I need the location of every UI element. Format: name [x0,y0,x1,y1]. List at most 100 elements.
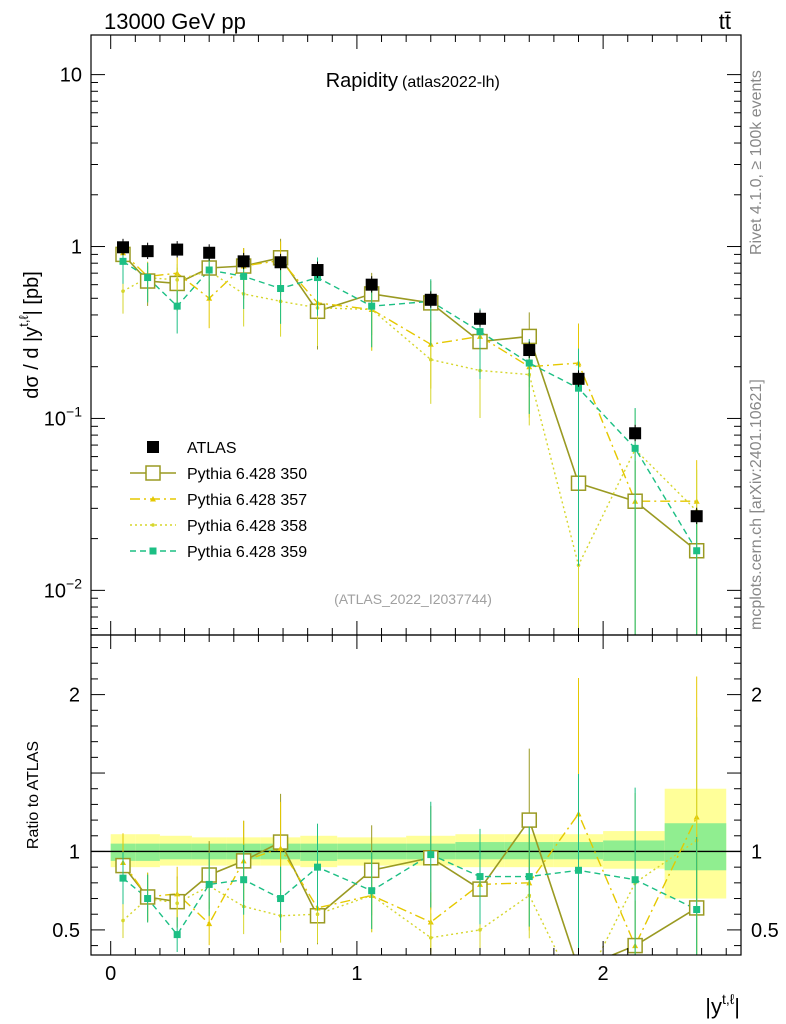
x-tick-label: 2 [598,963,609,985]
mc-point-pythia-6-428-358 [121,289,125,293]
x-tick-label: 0 [105,963,116,985]
atlas-data-point [523,344,536,357]
series-line-pythia-6-428-359 [122,260,698,552]
x-axis-label: |yt,ℓ| [705,991,740,1019]
atlas-data-point [572,372,585,385]
atlas-data-point [474,312,487,325]
atlas-data-point [274,256,287,269]
header-energy-label: 13000 GeV pp [104,9,246,34]
mc-point-pythia-6-428-359 [240,272,248,280]
plot-title: Rapidity [326,70,398,92]
main-y-axis-label-text: dσ / d |yt,ℓ| [pb] [16,271,43,399]
main-y-axis-label: dσ / d |yt,ℓ| [pb] [16,271,43,399]
ratio-point-pythia-6-428-357 [277,845,284,851]
ratio-plot-panel: 0 1 2 0.5 0.5 1 1 2 2 [52,634,779,998]
ratio-y-tick-label-right: 0.5 [751,920,779,942]
legend-marker-pythia-6-428-357 [150,496,156,502]
analysis-watermark: (ATLAS_2022_I2037744) [334,591,492,607]
atlas-data-point [171,243,184,256]
mc-point-pythia-6-428-359 [631,444,639,452]
y-tick-label: 10−2 [44,575,82,602]
ratio-point-pythia-6-428-359 [631,876,639,884]
legend-marker-pythia-6-428-358 [151,523,155,527]
ratio-point-pythia-6-428-359 [119,874,127,882]
ratio-point-pythia-6-428-357 [206,920,213,927]
legend-marker-atlas [147,441,159,453]
legend-label-pythia-6-428-358: Pythia 6.428 358 [187,518,307,535]
ratio-line-pythia-6-428-357 [122,812,698,948]
mc-point-pythia-6-428-359 [476,328,484,336]
ratio-point-pythia-6-428-358 [577,994,581,998]
main-plot-panel: 10−2 10−1 1 10 Rapidity (atlas2022-lh) (ATL… [44,34,742,636]
atlas-data-point [424,293,437,306]
legend: ATLAS Pythia 6.428 350 Pythia 6.428 357 Pyt… [130,440,307,561]
ratio-y-axis-label: Ratio to ATLAS [25,741,42,849]
mc-point-pythia-6-428-359 [693,547,701,555]
ratio-point-pythia-6-428-359 [314,863,322,871]
legend-label-atlas: ATLAS [187,440,237,457]
ratio-plot-frame [90,634,742,956]
ratio-point-pythia-6-428-350 [572,962,586,976]
ratio-point-pythia-6-428-358 [478,928,482,932]
ratio-stat-unc-band [603,840,665,861]
atlas-data-point [141,245,154,258]
mc-point-pythia-6-428-359 [119,257,127,265]
ratio-y-tick-label: 0.5 [52,920,80,942]
ratio-point-pythia-6-428-350 [521,812,538,828]
atlas-data-point [690,510,703,523]
mc-point-pythia-6-428-359 [277,285,285,293]
atlas-data-point [365,278,378,291]
legend-label-pythia-6-428-359: Pythia 6.428 359 [187,544,307,561]
main-axes: 10−2 10−1 1 10 [44,35,741,635]
ratio-point-pythia-6-428-359 [575,866,582,874]
ratio-point-pythia-6-428-359 [205,880,213,888]
y-tick-label: 10 [60,65,82,87]
mc-point-pythia-6-428-359 [173,302,181,310]
y-tick-label: 1 [71,237,82,259]
ratio-point-pythia-6-428-359 [525,873,533,881]
ratio-point-pythia-6-428-359 [368,887,376,895]
ratio-point-pythia-6-428-358 [121,918,125,923]
ratio-stat-unc-band [135,843,160,861]
ratio-y-tick-label: 2 [69,685,80,707]
ratio-axes: 0 1 2 0.5 0.5 1 1 2 2 [52,635,779,985]
ratio-point-pythia-6-428-358 [428,935,433,940]
atlas-data-point [629,427,642,440]
plot-subtitle: (atlas2022-lh) [402,74,500,91]
legend-label-pythia-6-428-357: Pythia 6.428 357 [187,492,307,509]
mc-point-pythia-6-428-359 [525,359,533,367]
ratio-point-pythia-6-428-359 [476,873,484,881]
ratio-point-pythia-6-428-359 [173,931,181,939]
mc-point-pythia-6-428-359 [205,266,213,274]
source-label: mcplots.cern.ch [arXiv:2401.10621] [748,379,765,630]
ratio-point-pythia-6-428-359 [277,895,285,903]
header-process-label: tt̄ [719,9,731,34]
y-tick-label: 10−1 [44,403,82,430]
legend-label-pythia-6-428-350: Pythia 6.428 350 [187,466,307,483]
ratio-point-pythia-6-428-358 [175,901,179,906]
main-plot-content [115,238,705,635]
mc-point-pythia-6-428-358 [175,278,179,282]
mc-point-pythia-6-428-359 [368,302,376,310]
ratio-y-tick-label: 1 [69,841,80,863]
x-tick-label: 1 [351,963,362,985]
ratio-y-tick-label-right: 2 [751,685,762,707]
atlas-data-point [203,246,216,259]
ratio-y-tick-label-right: 1 [751,841,762,863]
ratio-point-pythia-6-428-359 [240,876,248,884]
atlas-data-point [311,264,324,277]
ratio-point-pythia-6-428-359 [693,906,701,914]
mc-point-pythia-6-428-359 [575,384,582,392]
ratio-line-pythia-6-428-359 [122,853,698,936]
ratio-stat-unc-band [300,843,338,861]
atlas-data-point [117,241,130,254]
rivet-version-label: Rivet 4.1.0, ≥ 100k events [748,70,765,255]
legend-marker-pythia-6-428-359 [149,547,157,555]
ratio-point-pythia-6-428-359 [144,895,152,903]
legend-marker-pythia-6-428-350 [145,465,161,481]
ratio-point-pythia-6-428-359 [427,851,435,859]
mc-point-pythia-6-428-359 [144,274,152,282]
atlas-data-point [237,255,250,268]
mc-point-pythia-6-428-358 [428,357,433,362]
